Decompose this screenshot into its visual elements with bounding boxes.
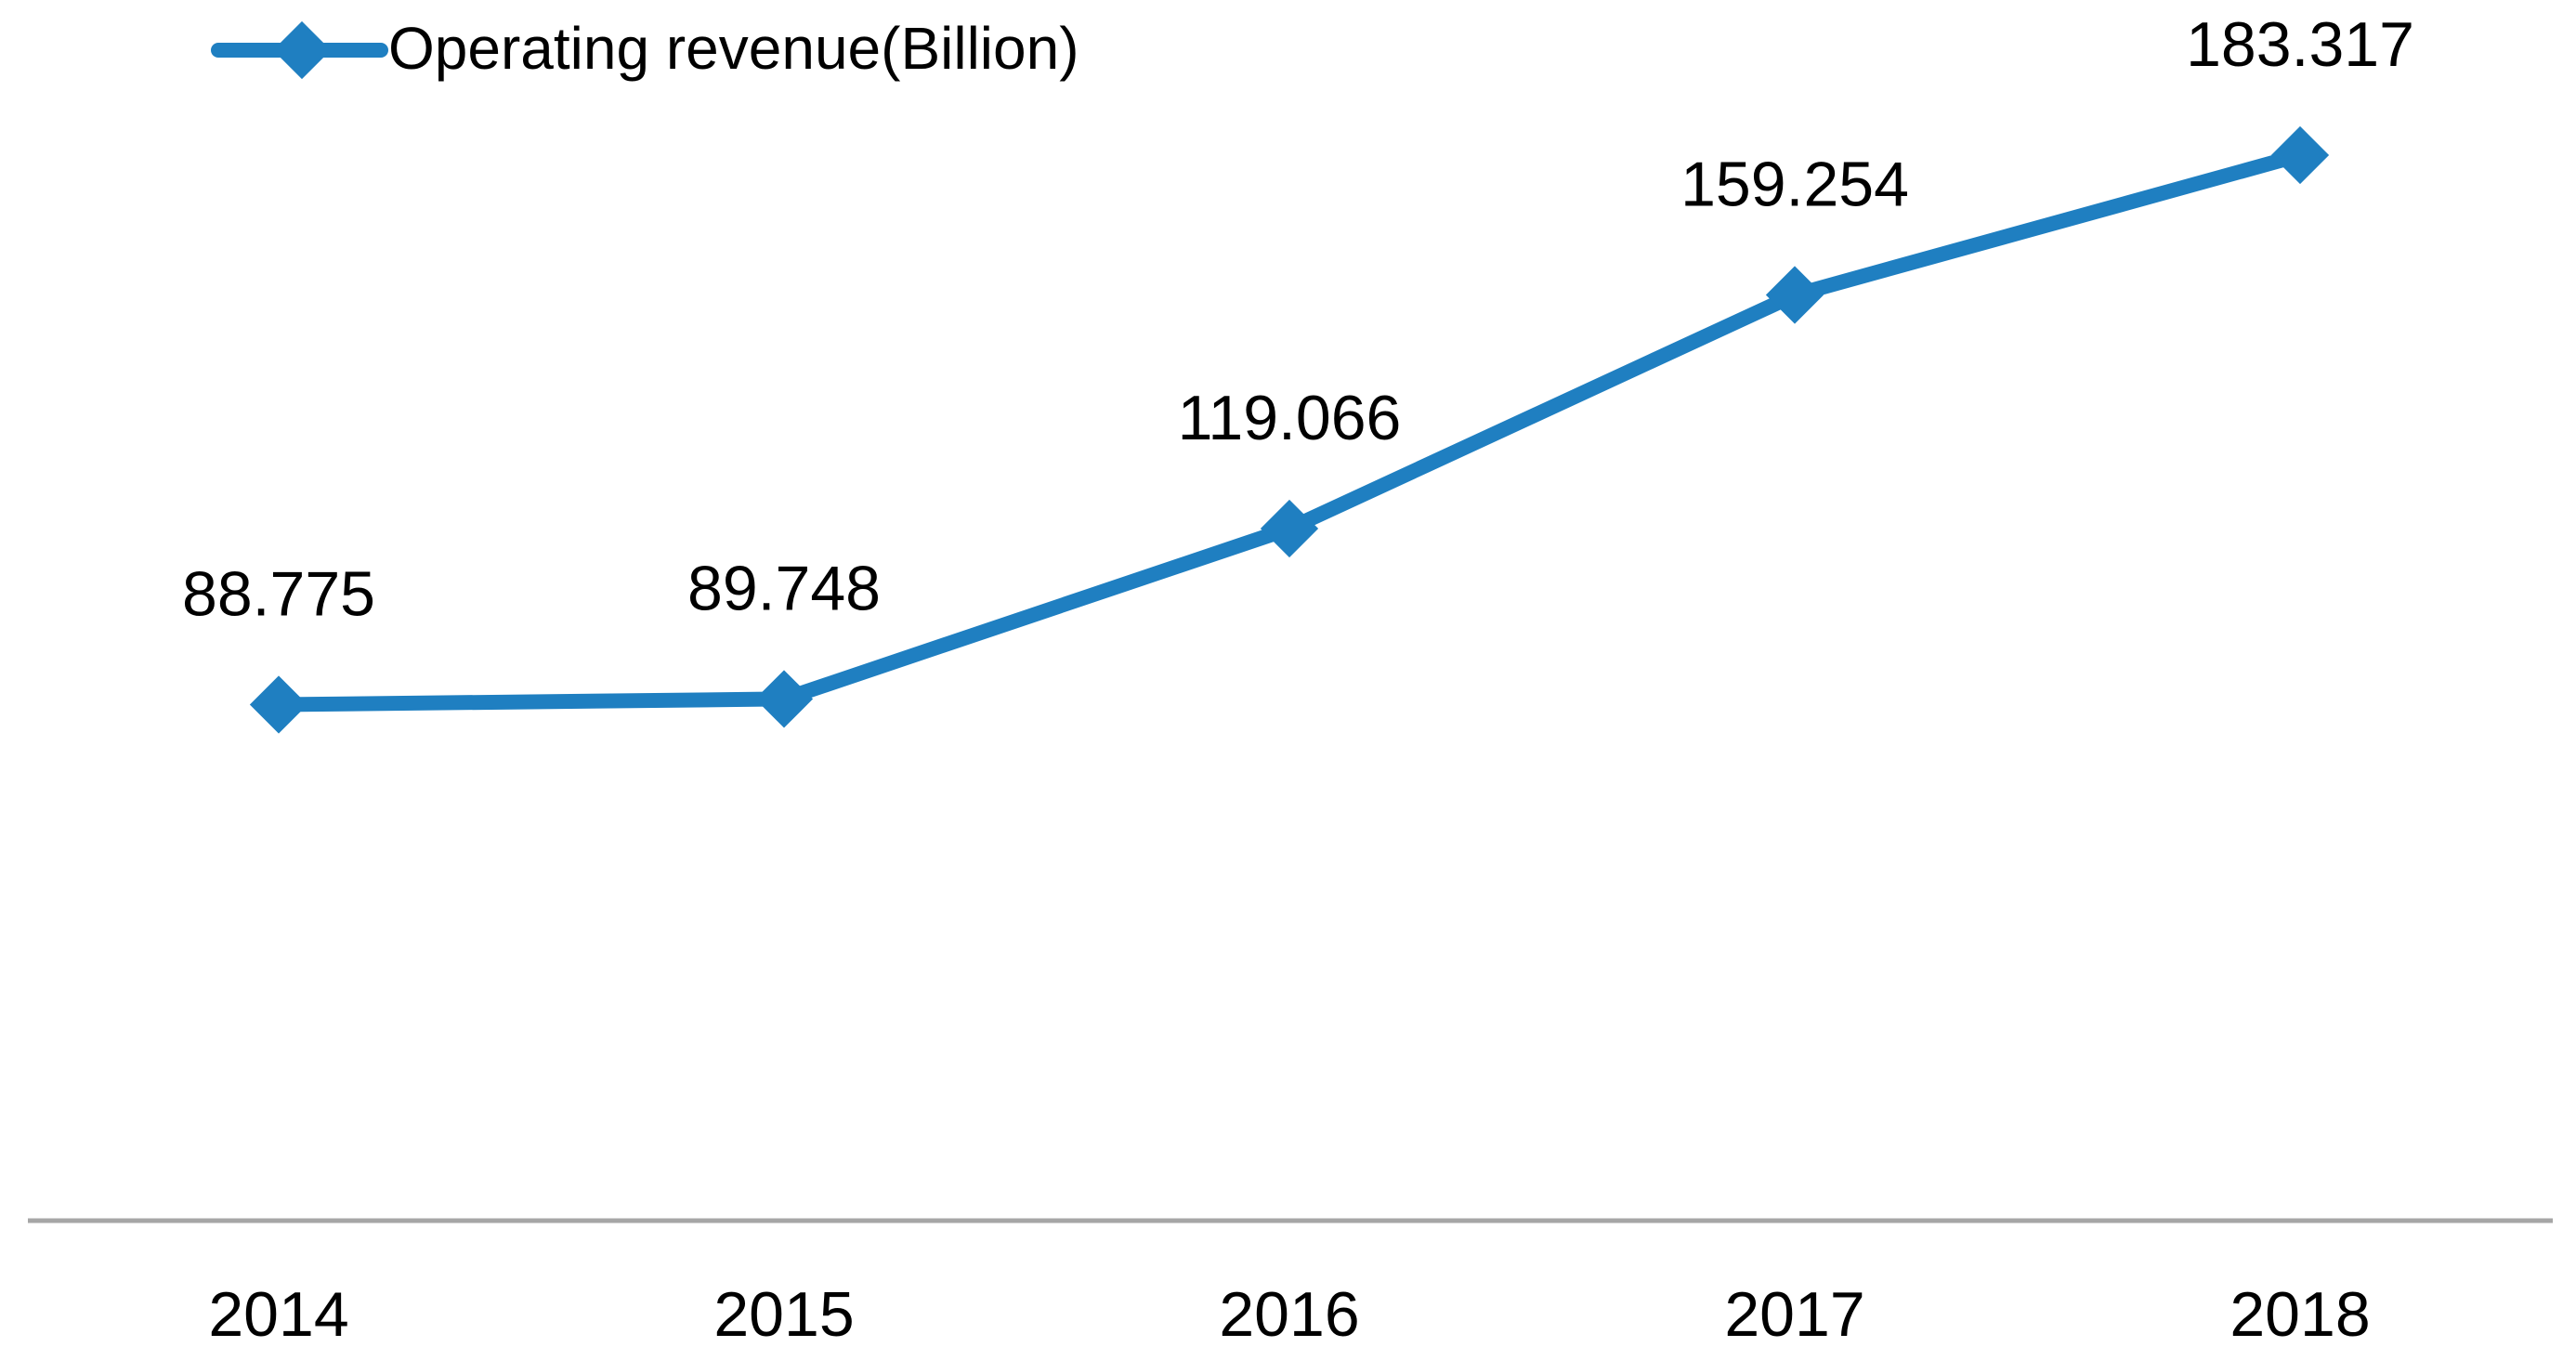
data-point-2015 <box>754 670 814 728</box>
x-axis-tick-labels: 2014 2015 2016 2017 2018 <box>208 1279 2370 1350</box>
x-tick-label-2015: 2015 <box>713 1279 854 1350</box>
legend-diamond-marker <box>272 20 332 80</box>
x-tick-label-2018: 2018 <box>2229 1279 2370 1350</box>
series-operating-revenue: 88.775 89.748 119.066 159.254 183.317 <box>182 9 2414 734</box>
legend: Operating revenue(Billion) <box>211 15 1079 82</box>
data-label-2016: 119.066 <box>1178 383 1402 453</box>
data-point-2014 <box>249 675 308 734</box>
data-label-2015: 89.748 <box>687 553 881 623</box>
data-point-2017 <box>1765 266 1824 324</box>
x-tick-label-2017: 2017 <box>1724 1279 1864 1350</box>
data-point-2016 <box>1260 499 1319 558</box>
data-label-2014: 88.775 <box>182 559 375 630</box>
x-tick-label-2014: 2014 <box>208 1279 348 1350</box>
data-label-2018: 183.317 <box>2186 9 2414 80</box>
legend-label: Operating revenue(Billion) <box>388 15 1079 82</box>
data-label-2017: 159.254 <box>1680 150 1909 220</box>
data-point-2018 <box>2270 125 2330 185</box>
x-tick-label-2016: 2016 <box>1219 1279 1359 1350</box>
